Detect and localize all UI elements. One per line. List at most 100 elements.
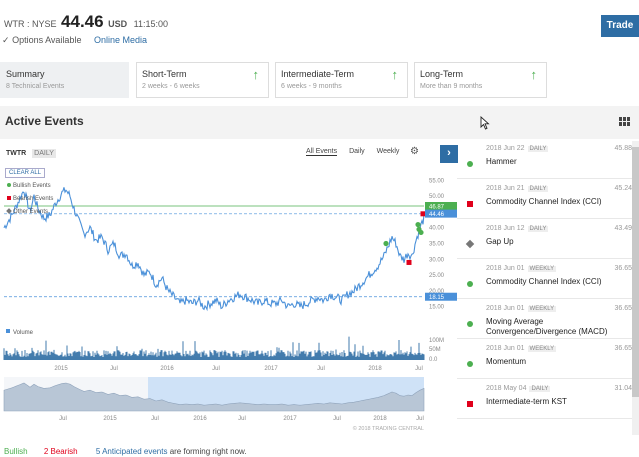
- event-date: 2018 Jun 12 DAILY: [486, 225, 549, 232]
- footer-text: are forming right now.: [169, 447, 247, 456]
- x-tick-label: Jul: [317, 366, 325, 372]
- ticker-header: WTR : NYSE 44.46 USD 11:15:00: [4, 12, 168, 32]
- grid-view-icon[interactable]: [619, 117, 630, 126]
- event-item[interactable]: 2018 Jun 01 WEEKLY 36.65 Commodity Channel …: [457, 259, 632, 299]
- up-arrow-icon: ↑: [391, 67, 399, 82]
- event-name: Intermediate-term KST: [486, 397, 567, 406]
- gear-icon[interactable]: ⚙: [410, 146, 419, 157]
- card-intermediate-term[interactable]: Intermediate-Term 6 weeks - 9 months ↑: [275, 62, 408, 98]
- event-filters: All Events Daily Weekly: [306, 148, 409, 156]
- interval-badge: DAILY: [32, 149, 56, 158]
- legend-label: Other Events: [13, 209, 49, 215]
- event-date: 2018 Jun 22 DAILY: [486, 145, 549, 152]
- chart-symbol: TWTR DAILY: [6, 149, 56, 158]
- event-item[interactable]: 2018 Jun 21 DAILY 45.24 Commodity Channel I…: [457, 179, 632, 219]
- events-scrollbar[interactable]: [632, 141, 639, 435]
- event-value: 36.65: [614, 305, 632, 312]
- bullish-event-marker: [418, 229, 424, 236]
- navigator-tick-label: Jul: [151, 416, 159, 422]
- events-list: 2018 Jun 22 DAILY 45.88 Hammer 2018 Jun 21 DA…: [457, 139, 632, 435]
- navigator-tick-label: 2015: [103, 416, 117, 422]
- card-short-term[interactable]: Short-Term 2 weeks - 6 weeks ↑: [136, 62, 269, 98]
- price-chart[interactable]: 55.0050.0045.0040.0035.0030.0025.0020.00…: [0, 139, 457, 435]
- legend-label: Bullish Events: [13, 183, 51, 189]
- x-tick-label: Jul: [415, 366, 423, 372]
- current-price-tag-bg: [425, 209, 457, 218]
- card-long-term[interactable]: Long-Term More than 9 months ↑: [414, 62, 547, 98]
- bearish-square-icon: [467, 201, 473, 207]
- volume-label: Volume: [13, 330, 34, 336]
- event-date: 2018 Jun 01 WEEKLY: [486, 265, 557, 272]
- navigator-tick-label: 2017: [283, 416, 297, 422]
- legend-bullish[interactable]: Bullish Events: [7, 183, 51, 189]
- x-tick-label: Jul: [110, 366, 118, 372]
- footer-summary: Bullish 2 Bearish 5 Anticipated events a…: [4, 447, 247, 456]
- active-events-title: Active Events: [5, 114, 84, 128]
- mouse-cursor-icon: [480, 116, 490, 130]
- scrollbar-thumb[interactable]: [632, 147, 639, 397]
- card-subtitle: 2 weeks - 6 weeks: [142, 83, 200, 90]
- filter-weekly[interactable]: Weekly: [376, 148, 400, 155]
- event-item[interactable]: 2018 May 04 DAILY 31.04 Intermediate-term K…: [457, 379, 632, 419]
- y-tick-label: 30.00: [429, 257, 445, 263]
- bullish-count[interactable]: Bullish: [4, 447, 28, 456]
- navigator-tick-label: Jul: [333, 416, 341, 422]
- bullish-event-marker: [383, 240, 389, 247]
- event-name: Commodity Channel Index (CCI): [486, 197, 602, 206]
- online-media-link[interactable]: Online Media: [93, 35, 147, 45]
- event-item[interactable]: 2018 Jun 22 DAILY 45.88 Hammer: [457, 139, 632, 179]
- bearish-count[interactable]: 2 Bearish: [43, 447, 78, 456]
- navigator-tick-label: 2016: [193, 416, 207, 422]
- timeframe-badge: WEEKLY: [527, 346, 557, 352]
- bullish-dot-icon: [467, 161, 473, 167]
- anticipated-events-link[interactable]: 5 Anticipated events: [95, 447, 168, 456]
- support-price-tag-bg: [425, 292, 457, 301]
- card-title: Intermediate-Term: [281, 69, 355, 79]
- legend-label: Bearish Events: [13, 196, 54, 202]
- bullish-event-marker: [415, 221, 421, 228]
- event-value: 43.49: [614, 225, 632, 232]
- card-title: Summary: [6, 69, 45, 79]
- event-item[interactable]: 2018 Jun 01 WEEKLY 36.65 Moving Average Con…: [457, 299, 632, 339]
- ticker-symbol: WTR : NYSE: [4, 19, 57, 29]
- volume-tick-label: 50M: [429, 347, 441, 353]
- bearish-event-marker: [420, 211, 426, 217]
- card-subtitle: More than 9 months: [420, 83, 483, 90]
- clear-all-button[interactable]: CLEAR ALL: [5, 168, 46, 178]
- y-tick-label: 55.00: [429, 178, 445, 184]
- event-item[interactable]: 2018 Jun 12 DAILY 43.49 Gap Up: [457, 219, 632, 259]
- other-diamond-icon: [465, 239, 475, 249]
- volume-bars: [3, 336, 425, 360]
- timeframe-badge: DAILY: [527, 186, 549, 192]
- legend-other[interactable]: Other Events: [6, 208, 49, 215]
- card-title: Long-Term: [420, 69, 464, 79]
- bullish-dot-icon: [467, 321, 473, 327]
- event-value: 45.88: [614, 145, 632, 152]
- navigator-tick-label: 2018: [373, 416, 387, 422]
- card-subtitle: 6 weeks - 9 months: [281, 83, 342, 90]
- filter-daily[interactable]: Daily: [349, 148, 365, 155]
- event-name: Hammer: [486, 157, 517, 166]
- volume-legend-icon: [6, 329, 10, 333]
- y-tick-label: 35.00: [429, 242, 445, 248]
- event-value: 45.24: [614, 185, 632, 192]
- event-item[interactable]: 2018 Jun 01 WEEKLY 36.65 Momentum: [457, 339, 632, 379]
- symbol-label: TWTR: [6, 150, 27, 157]
- card-summary[interactable]: Summary 8 Technical Events: [0, 62, 129, 98]
- up-arrow-icon: ↑: [252, 67, 260, 82]
- y-tick-label: 50.00: [429, 194, 445, 200]
- bearish-square-icon: [7, 196, 11, 201]
- volume-tick-label: 0.0: [429, 357, 438, 363]
- options-available-label: Options Available: [12, 35, 82, 45]
- y-tick-label: 40.00: [429, 226, 445, 232]
- trade-button[interactable]: Trade: [601, 15, 639, 37]
- chevron-right-button[interactable]: ›: [440, 145, 458, 163]
- event-date: 2018 Jun 21 DAILY: [486, 185, 549, 192]
- bearish-event-marker: [406, 259, 412, 265]
- legend-bearish[interactable]: Bearish Events: [7, 196, 53, 202]
- event-date: 2018 Jun 01 WEEKLY: [486, 345, 557, 352]
- timeframe-badge: DAILY: [527, 226, 549, 232]
- timeframe-badge: WEEKLY: [527, 266, 557, 272]
- filter-all-events[interactable]: All Events: [306, 148, 338, 156]
